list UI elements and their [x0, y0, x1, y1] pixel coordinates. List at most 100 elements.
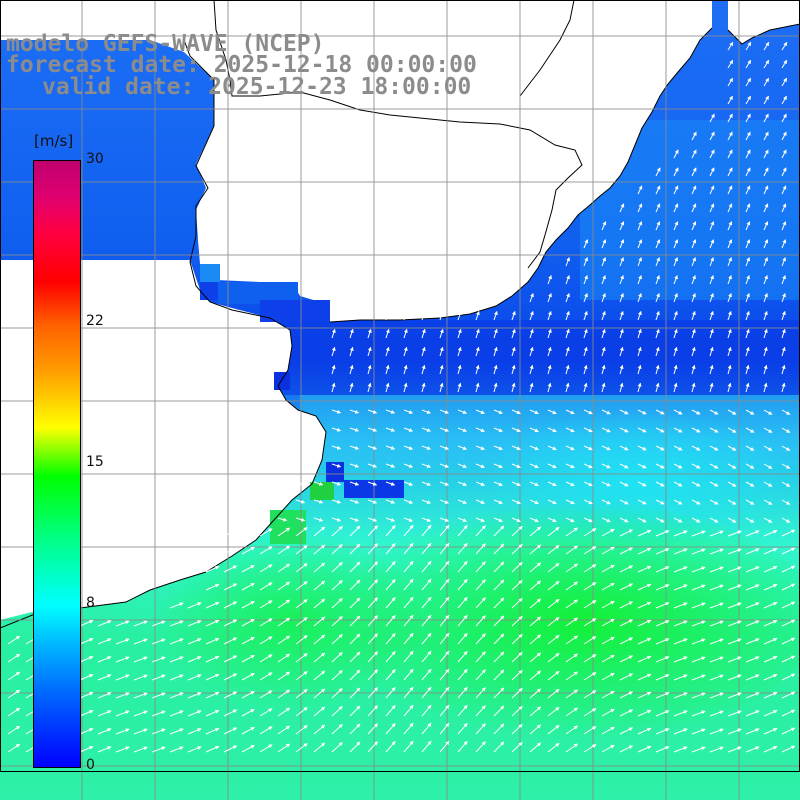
- wind-arrow: [583, 427, 593, 433]
- wind-arrow: [403, 427, 414, 432]
- wind-arrow: [745, 256, 750, 267]
- wind-arrow: [457, 310, 462, 321]
- wind-arrow: [691, 292, 696, 303]
- wind-arrow: [403, 722, 414, 735]
- wind-arrow: [655, 221, 661, 231]
- wind-arrow: [637, 463, 647, 469]
- wind-arrow: [781, 221, 787, 231]
- wind-arrow: [547, 409, 557, 415]
- wind-arrow: [565, 346, 570, 357]
- wind-arrow: [7, 635, 21, 645]
- wind-arrow: [385, 596, 396, 609]
- wind-arrow: [547, 517, 557, 523]
- wind-arrow: [349, 723, 361, 735]
- wind-arrow: [745, 499, 755, 505]
- wind-arrow: [511, 597, 523, 609]
- wind-arrow: [691, 728, 706, 735]
- wind-arrow: [709, 274, 714, 285]
- wind-arrow: [637, 382, 642, 393]
- wind-arrow: [367, 669, 378, 681]
- wind-arrow: [619, 239, 625, 249]
- wind-arrow: [619, 364, 624, 375]
- wind-arrow: [421, 499, 432, 504]
- wind-arrow: [763, 131, 769, 141]
- wind-arrow: [709, 113, 715, 123]
- wind-arrow: [493, 499, 503, 504]
- wind-arrow: [727, 584, 742, 591]
- wind-arrow: [547, 481, 557, 487]
- wind-arrow: [475, 669, 486, 681]
- wind-arrow: [457, 632, 468, 645]
- wind-arrow: [511, 723, 523, 735]
- wind-arrow: [421, 650, 432, 663]
- wind-arrow: [655, 310, 660, 321]
- wind-arrow: [691, 239, 697, 249]
- wind-arrow: [313, 616, 326, 627]
- wind-arrow: [547, 706, 560, 717]
- wind-arrow: [493, 364, 498, 375]
- wind-arrow: [205, 691, 220, 699]
- wind-arrow: [475, 543, 486, 555]
- wind-arrow: [313, 562, 326, 573]
- wind-arrow: [259, 672, 273, 681]
- wind-arrow: [619, 328, 624, 339]
- wind-arrow: [727, 364, 732, 375]
- wind-arrow: [619, 346, 624, 357]
- wind-arrow: [367, 427, 378, 432]
- wind-arrow: [619, 292, 624, 303]
- wind-arrow: [475, 310, 480, 321]
- wind-arrow: [511, 633, 523, 645]
- wind-arrow: [349, 687, 361, 699]
- wind-arrow: [493, 445, 503, 450]
- wind-arrow: [727, 638, 742, 645]
- wind-arrow: [601, 672, 615, 681]
- wind-arrow: [781, 41, 788, 51]
- wind-arrow: [655, 292, 660, 303]
- wind-arrow: [331, 706, 343, 717]
- wind-arrow: [367, 741, 378, 753]
- wind-arrow: [673, 427, 683, 433]
- wind-arrow: [763, 709, 778, 717]
- wind-arrow: [565, 707, 579, 717]
- wind-arrow: [259, 499, 270, 504]
- wind-arrow: [223, 601, 238, 609]
- wind-arrow: [745, 203, 751, 213]
- wind-arrow: [781, 328, 786, 339]
- wind-arrow: [619, 745, 634, 753]
- wind-arrow: [583, 409, 593, 415]
- wind-arrow: [583, 726, 597, 735]
- wind-arrow: [7, 653, 21, 663]
- wind-arrow: [565, 743, 579, 753]
- wind-arrow: [709, 382, 714, 393]
- wind-arrow: [349, 346, 354, 357]
- wind-arrow: [655, 638, 670, 645]
- wind-arrow: [475, 615, 486, 627]
- wind-arrow: [529, 382, 534, 393]
- wind-arrow: [295, 545, 308, 555]
- wind-arrow: [781, 292, 786, 303]
- wind-arrow: [583, 654, 597, 663]
- wind-arrow: [691, 409, 701, 415]
- wind-arrow: [727, 95, 733, 105]
- wind-arrow: [763, 745, 778, 753]
- wind-arrow: [781, 185, 787, 195]
- wind-arrow: [421, 445, 432, 450]
- wind-arrow: [403, 310, 408, 321]
- wind-arrow: [547, 427, 557, 433]
- wind-arrow: [331, 328, 336, 339]
- wind-arrow: [763, 167, 769, 177]
- wind-arrow: [673, 728, 688, 735]
- wind-arrow: [79, 745, 94, 753]
- wind-arrow: [763, 256, 768, 267]
- wind-arrow: [421, 328, 426, 339]
- wind-arrow: [673, 463, 683, 469]
- wind-arrow: [547, 724, 560, 735]
- wind-arrow: [511, 463, 521, 469]
- wind-arrow: [673, 746, 688, 753]
- wind-arrow: [781, 77, 788, 87]
- wind-arrow: [583, 239, 589, 249]
- wind-arrow: [385, 445, 396, 450]
- wind-arrow: [205, 709, 220, 717]
- wind-arrow: [475, 499, 486, 505]
- wind-arrow: [403, 517, 414, 522]
